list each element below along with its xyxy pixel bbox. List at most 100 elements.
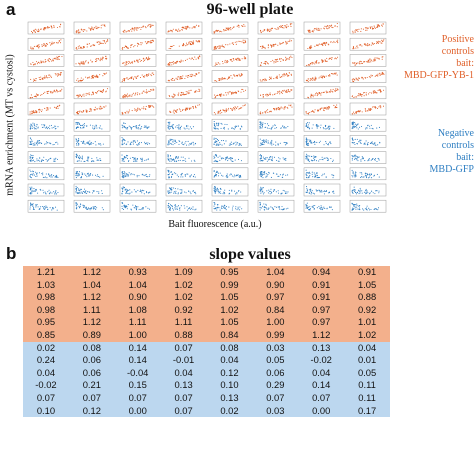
scatter-point xyxy=(370,59,372,61)
scatter-point xyxy=(318,177,320,179)
scatter-point xyxy=(169,155,172,157)
scatter-panel-frame xyxy=(73,102,111,116)
scatter-point xyxy=(282,125,284,127)
slope-cell: 0.10 xyxy=(206,379,253,392)
scatter-point xyxy=(123,31,125,33)
scatter-point xyxy=(80,127,82,129)
scatter-point xyxy=(125,154,128,157)
scatter-point xyxy=(380,91,382,93)
scatter-point xyxy=(130,128,132,130)
scatter-point xyxy=(316,126,318,128)
scatter-point xyxy=(362,92,365,94)
scatter-point xyxy=(270,206,272,208)
scatter-point xyxy=(138,142,140,144)
scatter-point xyxy=(322,207,324,209)
scatter-point xyxy=(222,140,225,142)
scatter-point xyxy=(195,193,197,195)
scatter-point xyxy=(218,31,220,33)
scatter-point xyxy=(287,107,289,109)
scatter-point xyxy=(373,58,375,60)
scatter-point xyxy=(290,89,292,91)
scatter-point xyxy=(37,31,40,33)
scatter-point xyxy=(138,128,140,130)
scatter-point xyxy=(230,141,232,143)
scatter-point xyxy=(56,141,58,143)
scatter-point xyxy=(198,58,200,60)
scatter-point xyxy=(167,205,169,207)
scatter-point xyxy=(368,93,370,95)
scatter-point xyxy=(50,92,52,94)
scatter-panel xyxy=(303,86,341,100)
scatter-panel-frame xyxy=(165,102,203,116)
scatter-point xyxy=(336,74,338,76)
scatter-point xyxy=(33,45,35,48)
scatter-point xyxy=(227,128,229,130)
scatter-point xyxy=(216,30,218,32)
scatter-point xyxy=(277,26,279,28)
scatter-panel xyxy=(27,102,65,116)
scatter-point xyxy=(79,31,81,33)
scatter-point xyxy=(281,24,284,27)
scatter-point xyxy=(180,76,182,78)
scatter-point xyxy=(224,123,226,125)
scatter-point xyxy=(279,158,281,160)
scatter-point xyxy=(82,192,84,194)
scatter-point xyxy=(78,175,80,177)
scatter-point xyxy=(83,188,86,190)
scatter-point xyxy=(322,91,324,94)
scatter-point xyxy=(192,175,194,177)
scatter-panel xyxy=(257,199,295,213)
scatter-point xyxy=(367,125,369,127)
scatter-point xyxy=(325,142,327,144)
scatter-point xyxy=(176,141,178,143)
scatter-point xyxy=(352,46,354,48)
scatter-point xyxy=(357,47,359,49)
scatter-point xyxy=(314,94,316,96)
scatter-point xyxy=(84,160,86,163)
scatter-point xyxy=(90,77,92,79)
scatter-point xyxy=(171,95,173,97)
scatter-point xyxy=(285,208,287,210)
scatter-point xyxy=(181,94,183,96)
scatter-point xyxy=(122,97,124,99)
scatter-point xyxy=(377,209,379,211)
scatter-point xyxy=(128,125,130,127)
scatter-point xyxy=(176,60,178,62)
slope-cell: 0.07 xyxy=(68,391,115,405)
scatter-point xyxy=(54,192,56,194)
scatter-point xyxy=(46,128,49,130)
scatter-point xyxy=(322,173,324,175)
scatter-point xyxy=(41,78,44,80)
scatter-point xyxy=(315,44,318,46)
scatter-point xyxy=(133,207,135,209)
scatter-point xyxy=(223,46,225,48)
scatter-point xyxy=(97,159,99,161)
scatter-point xyxy=(239,128,241,130)
slope-cell: 0.12 xyxy=(68,404,115,418)
scatter-point xyxy=(41,44,43,46)
scatter-point xyxy=(182,75,184,77)
scatter-point xyxy=(53,25,55,27)
scatter-point xyxy=(223,191,225,193)
scatter-point xyxy=(215,155,217,157)
scatter-point xyxy=(353,207,355,210)
scatter-point xyxy=(261,176,263,178)
scatter-point xyxy=(373,174,376,176)
scatter-point xyxy=(260,80,262,82)
scatter-point xyxy=(187,173,189,175)
scatter-point xyxy=(264,206,266,208)
scatter-point xyxy=(137,75,139,77)
scatter-point xyxy=(311,171,313,173)
scatter-point xyxy=(323,107,325,109)
scatter-point xyxy=(183,26,185,28)
scatter-point xyxy=(34,124,36,127)
scatter-point xyxy=(361,158,363,160)
scatter-panel xyxy=(303,135,341,148)
scatter-point xyxy=(237,174,239,176)
scatter-point xyxy=(31,186,33,188)
table-row: 0.85 0.89 1.00 0.88 0.84 0.99 1.12 1.02 xyxy=(23,328,390,342)
scatter-point xyxy=(216,139,219,141)
scatter-point xyxy=(144,75,146,77)
scatter-point xyxy=(228,206,230,208)
scatter-point xyxy=(319,191,321,193)
